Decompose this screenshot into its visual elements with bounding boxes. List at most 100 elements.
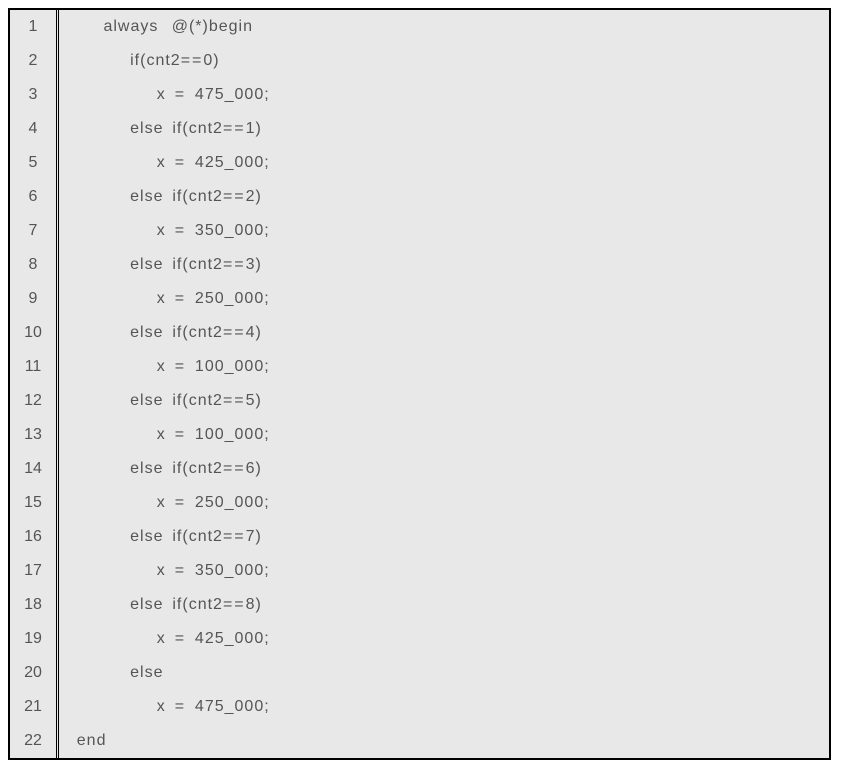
- code-token: 1): [246, 120, 262, 137]
- code-token: =: [175, 358, 186, 375]
- code-token: x: [157, 154, 166, 171]
- line-number: 18: [10, 588, 58, 622]
- code-line: 22 end: [10, 724, 829, 758]
- code-line: 8 else if(cnt2==3): [10, 248, 829, 282]
- code-cell: x = 100_000;: [58, 350, 830, 384]
- code-cell: if(cnt2==0): [58, 44, 830, 78]
- code-token: if: [172, 392, 182, 409]
- line-number: 22: [10, 724, 58, 758]
- line-number: 20: [10, 656, 58, 690]
- line-number: 1: [10, 10, 58, 44]
- code-line: 14 else if(cnt2==6): [10, 452, 829, 486]
- code-token: 3): [246, 256, 262, 273]
- code-cell: x = 100_000;: [58, 418, 830, 452]
- code-token: [166, 494, 175, 511]
- code-token: x: [157, 698, 166, 715]
- code-token: x: [157, 494, 166, 511]
- code-line: 4 else if(cnt2==1): [10, 112, 829, 146]
- code-token: if: [130, 52, 140, 69]
- line-number: 15: [10, 486, 58, 520]
- code-token: (cnt2: [182, 324, 223, 341]
- code-token: [186, 494, 195, 511]
- line-number: 4: [10, 112, 58, 146]
- line-number: 12: [10, 384, 58, 418]
- line-number: 6: [10, 180, 58, 214]
- code-token: [186, 426, 195, 443]
- line-number: 7: [10, 214, 58, 248]
- code-token: if: [172, 188, 182, 205]
- code-cell: else if(cnt2==2): [58, 180, 830, 214]
- code-cell: else if(cnt2==1): [58, 112, 830, 146]
- code-token: 350_000;: [195, 222, 270, 239]
- code-token: 475_000;: [195, 86, 270, 103]
- code-token: [186, 358, 195, 375]
- code-token: if: [172, 528, 182, 545]
- code-token: (cnt2: [182, 188, 223, 205]
- code-cell: else if(cnt2==4): [58, 316, 830, 350]
- code-token: x: [157, 222, 166, 239]
- code-token: if: [172, 324, 182, 341]
- code-line: 21 x = 475_000;: [10, 690, 829, 724]
- code-token: [166, 698, 175, 715]
- code-token: (cnt2: [182, 120, 223, 137]
- code-line: 18 else if(cnt2==8): [10, 588, 829, 622]
- code-table: 1 always @(*)begin2 if(cnt2==0)3 x = 475…: [10, 10, 829, 758]
- code-token: else: [130, 324, 163, 341]
- code-cell: x = 250_000;: [58, 282, 830, 316]
- code-token: 350_000;: [195, 562, 270, 579]
- code-token: else: [130, 188, 163, 205]
- line-number: 16: [10, 520, 58, 554]
- code-token: ==: [223, 392, 246, 409]
- line-number: 17: [10, 554, 58, 588]
- code-token: =: [175, 86, 186, 103]
- code-token: =: [175, 494, 186, 511]
- line-number: 2: [10, 44, 58, 78]
- code-token: [158, 18, 171, 35]
- code-token: (cnt2: [182, 256, 223, 273]
- line-number: 21: [10, 690, 58, 724]
- code-token: 250_000;: [195, 494, 270, 511]
- code-token: [166, 630, 175, 647]
- code-token: x: [157, 426, 166, 443]
- code-token: [166, 562, 175, 579]
- code-token: 475_000;: [195, 698, 270, 715]
- code-cell: else if(cnt2==5): [58, 384, 830, 418]
- code-line: 9 x = 250_000;: [10, 282, 829, 316]
- code-cell: else: [58, 656, 830, 690]
- code-line: 5 x = 425_000;: [10, 146, 829, 180]
- code-token: if: [172, 256, 182, 273]
- code-token: ==: [223, 120, 246, 137]
- code-token: (cnt2: [140, 52, 181, 69]
- code-cell: else if(cnt2==7): [58, 520, 830, 554]
- code-line: 3 x = 475_000;: [10, 78, 829, 112]
- code-cell: x = 250_000;: [58, 486, 830, 520]
- code-token: 425_000;: [195, 630, 270, 647]
- code-token: else: [130, 596, 163, 613]
- code-token: [166, 154, 175, 171]
- code-line: 1 always @(*)begin: [10, 10, 829, 44]
- code-line: 19 x = 425_000;: [10, 622, 829, 656]
- code-token: 100_000;: [195, 358, 270, 375]
- code-token: [186, 698, 195, 715]
- code-token: if: [172, 596, 182, 613]
- code-token: if: [172, 120, 182, 137]
- code-token: x: [157, 290, 166, 307]
- code-line: 11 x = 100_000;: [10, 350, 829, 384]
- code-token: 425_000;: [195, 154, 270, 171]
- code-token: [166, 358, 175, 375]
- code-token: [186, 86, 195, 103]
- code-token: if: [172, 460, 182, 477]
- code-line: 20 else: [10, 656, 829, 690]
- code-line: 10 else if(cnt2==4): [10, 316, 829, 350]
- code-token: ==: [223, 528, 246, 545]
- code-token: else: [130, 528, 163, 545]
- line-number: 5: [10, 146, 58, 180]
- line-number: 8: [10, 248, 58, 282]
- code-token: [186, 562, 195, 579]
- code-token: 7): [246, 528, 262, 545]
- code-token: (cnt2: [182, 460, 223, 477]
- code-token: x: [157, 562, 166, 579]
- code-token: 5): [246, 392, 262, 409]
- code-cell: x = 425_000;: [58, 146, 830, 180]
- code-token: 8): [246, 596, 262, 613]
